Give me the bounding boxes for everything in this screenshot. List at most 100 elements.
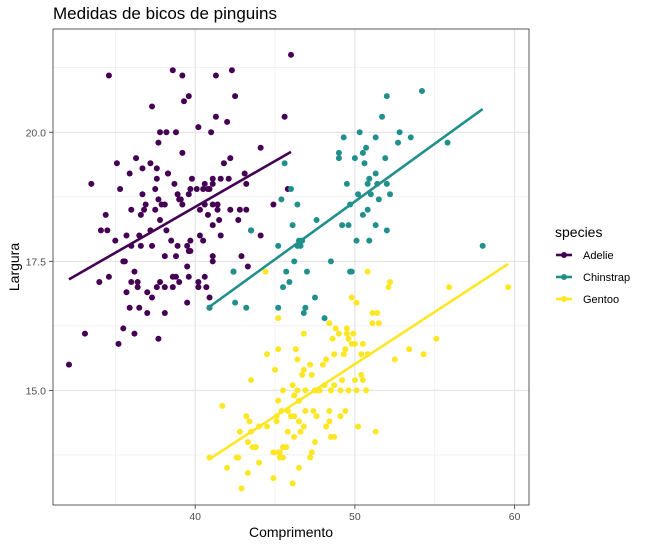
data-point-chinstrap: [281, 160, 288, 167]
data-point-adelie: [212, 113, 219, 120]
data-point-adelie: [217, 175, 224, 182]
legend-key-point: [561, 252, 567, 258]
data-point-gentoo: [275, 315, 282, 322]
data-point-gentoo: [300, 366, 307, 373]
data-point-chinstrap: [339, 222, 346, 229]
data-point-gentoo: [289, 382, 296, 389]
data-point-adelie: [149, 294, 156, 301]
data-point-adelie: [257, 144, 264, 151]
data-point-gentoo: [289, 480, 296, 487]
data-point-adelie: [208, 129, 215, 136]
data-point-adelie: [165, 170, 172, 177]
data-point-adelie: [149, 242, 156, 249]
data-point-chinstrap: [383, 180, 390, 187]
data-point-adelie: [153, 175, 160, 182]
data-point-adelie: [200, 237, 207, 244]
data-point-adelie: [134, 278, 141, 285]
data-point-adelie: [200, 186, 207, 193]
data-point-adelie: [257, 232, 264, 239]
data-point-adelie: [115, 340, 122, 347]
data-point-adelie: [117, 186, 124, 193]
data-point-adelie: [137, 242, 144, 249]
data-point-gentoo: [353, 299, 360, 306]
data-point-chinstrap: [372, 222, 379, 229]
data-point-gentoo: [351, 377, 358, 384]
data-point-adelie: [169, 67, 176, 74]
data-point-gentoo: [332, 325, 339, 332]
data-point-gentoo: [291, 433, 298, 440]
data-point-adelie: [177, 196, 184, 203]
data-point-gentoo: [270, 475, 277, 482]
data-point-adelie: [201, 180, 208, 187]
data-point-adelie: [126, 170, 133, 177]
data-point-chinstrap: [335, 155, 342, 162]
data-point-adelie: [105, 273, 112, 280]
data-point-adelie: [126, 304, 133, 311]
grid-major: [53, 29, 529, 505]
x-axis-ticks: 40 50 60: [189, 505, 521, 523]
data-point-gentoo: [291, 392, 298, 399]
data-point-adelie: [155, 335, 162, 342]
fit-lines: [68, 107, 509, 461]
data-point-chinstrap: [375, 196, 382, 203]
data-point-adelie: [157, 217, 164, 224]
data-point-adelie: [161, 284, 168, 291]
data-point-gentoo: [297, 428, 304, 435]
data-point-gentoo: [256, 459, 263, 466]
data-point-adelie: [236, 206, 243, 213]
data-point-chinstrap: [313, 217, 320, 224]
data-point-gentoo: [262, 268, 269, 275]
data-point-adelie: [228, 67, 235, 74]
data-point-adelie: [153, 165, 160, 172]
data-point-gentoo: [248, 377, 255, 384]
data-point-adelie: [161, 253, 168, 260]
data-point-chinstrap: [372, 134, 379, 141]
data-point-chinstrap: [351, 155, 358, 162]
data-point-adelie: [104, 227, 111, 234]
data-point-adelie: [128, 278, 135, 285]
data-point-gentoo: [387, 278, 394, 285]
data-point-chinstrap: [327, 258, 334, 265]
data-point-adelie: [88, 180, 95, 187]
data-point-gentoo: [327, 387, 334, 394]
data-point-chinstrap: [311, 294, 318, 301]
data-point-chinstrap: [383, 93, 390, 100]
data-point-adelie: [209, 222, 216, 229]
data-point-chinstrap: [407, 134, 414, 141]
data-point-adelie: [123, 232, 130, 239]
data-point-gentoo: [292, 346, 299, 353]
data-point-chinstrap: [275, 242, 282, 249]
chart-title: Medidas de bicos de pinguins: [53, 4, 277, 23]
data-point-gentoo: [343, 330, 350, 337]
data-point-chinstrap: [359, 149, 366, 156]
data-point-adelie: [128, 206, 135, 213]
data-point-gentoo: [295, 418, 302, 425]
data-point-adelie: [281, 113, 288, 120]
data-point-adelie: [243, 180, 250, 187]
data-point-gentoo: [351, 340, 358, 347]
legend-key-point: [561, 296, 567, 302]
legend-title: species: [555, 224, 602, 240]
data-point-adelie: [209, 180, 216, 187]
data-point-chinstrap: [303, 268, 310, 275]
data-point-adelie: [216, 217, 223, 224]
data-point-adelie: [238, 253, 245, 260]
data-point-chinstrap: [372, 170, 379, 177]
data-point-adelie: [149, 103, 156, 110]
data-point-adelie: [157, 129, 164, 136]
data-point-gentoo: [275, 346, 282, 353]
data-point-adelie: [65, 361, 72, 368]
data-point-adelie: [209, 201, 216, 208]
data-point-adelie: [209, 175, 216, 182]
data-point-adelie: [123, 289, 130, 296]
data-point-gentoo: [359, 377, 366, 384]
data-point-gentoo: [342, 408, 349, 415]
data-point-adelie: [209, 253, 216, 260]
series-gentoo-points: [206, 268, 512, 492]
data-point-chinstrap: [300, 309, 307, 316]
y-axis-title: Largura: [6, 243, 22, 291]
data-point-adelie: [169, 284, 176, 291]
data-point-adelie: [206, 186, 213, 193]
data-point-gentoo: [238, 485, 245, 492]
data-point-adelie: [134, 284, 141, 291]
